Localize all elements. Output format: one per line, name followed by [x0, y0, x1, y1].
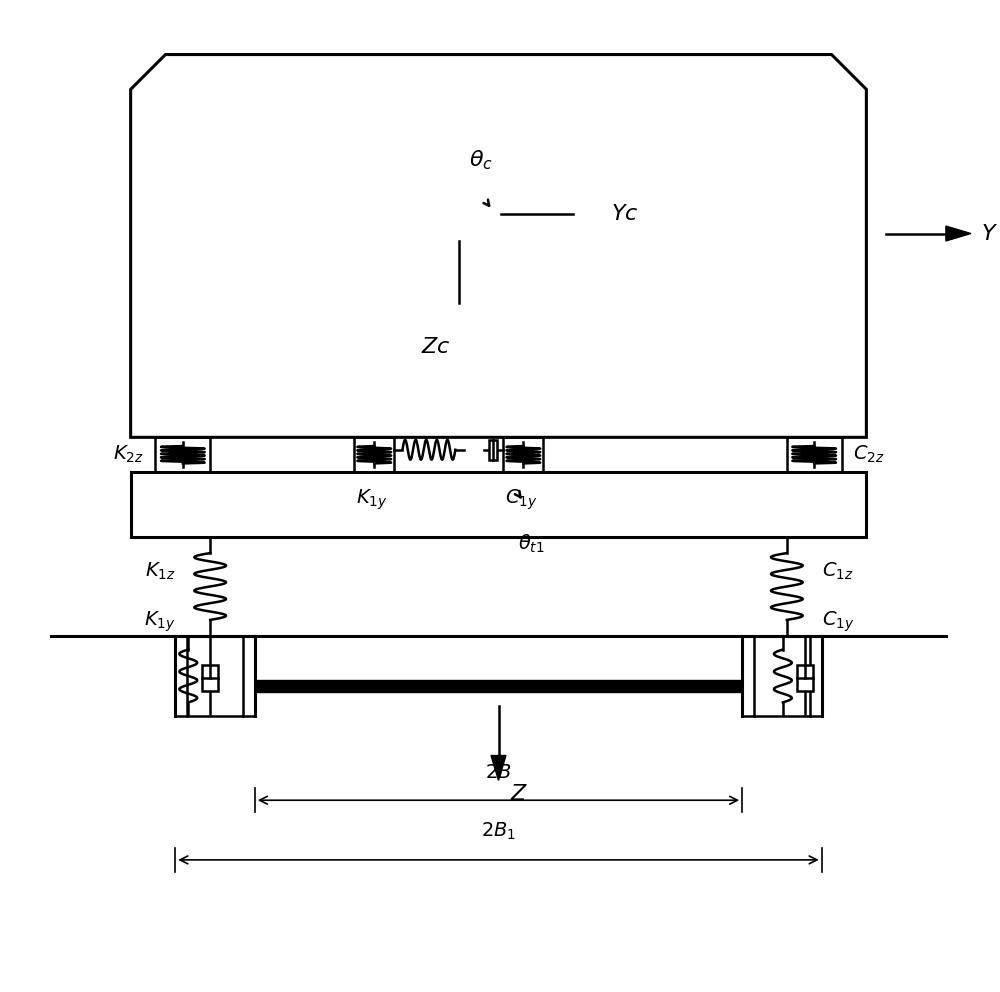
Bar [797, 665, 813, 691]
Text: $\theta_c$: $\theta_c$ [469, 148, 493, 172]
Text: $C_{1y}$: $C_{1y}$ [822, 609, 854, 634]
Polygon shape [946, 226, 971, 241]
Polygon shape [573, 204, 601, 222]
Text: $C_{1z}$: $C_{1z}$ [822, 560, 853, 582]
Text: $C_{2z}$: $C_{2z}$ [853, 444, 885, 465]
Polygon shape [131, 55, 866, 437]
Text: $K_{2z}$: $K_{2z}$ [113, 444, 144, 465]
Bar [131, 472, 866, 537]
Text: $\theta_{t1}$: $\theta_{t1}$ [518, 533, 545, 555]
Text: $Y$: $Y$ [981, 222, 998, 244]
Text: $K_{1z}$: $K_{1z}$ [145, 560, 175, 582]
Text: $2B_1$: $2B_1$ [481, 820, 516, 842]
Text: $K_{1y}$: $K_{1y}$ [356, 487, 388, 512]
Text: $K_{1y}$: $K_{1y}$ [144, 609, 175, 634]
Text: $Yc$: $Yc$ [611, 202, 638, 224]
Polygon shape [491, 756, 506, 781]
Text: $2B$: $2B$ [485, 765, 512, 783]
Bar [489, 439, 497, 459]
Bar [202, 665, 218, 691]
Text: $C_{1y}$: $C_{1y}$ [505, 487, 538, 512]
Text: $Zc$: $Zc$ [421, 335, 451, 358]
Text: $Z$: $Z$ [510, 784, 529, 806]
Polygon shape [450, 303, 468, 330]
